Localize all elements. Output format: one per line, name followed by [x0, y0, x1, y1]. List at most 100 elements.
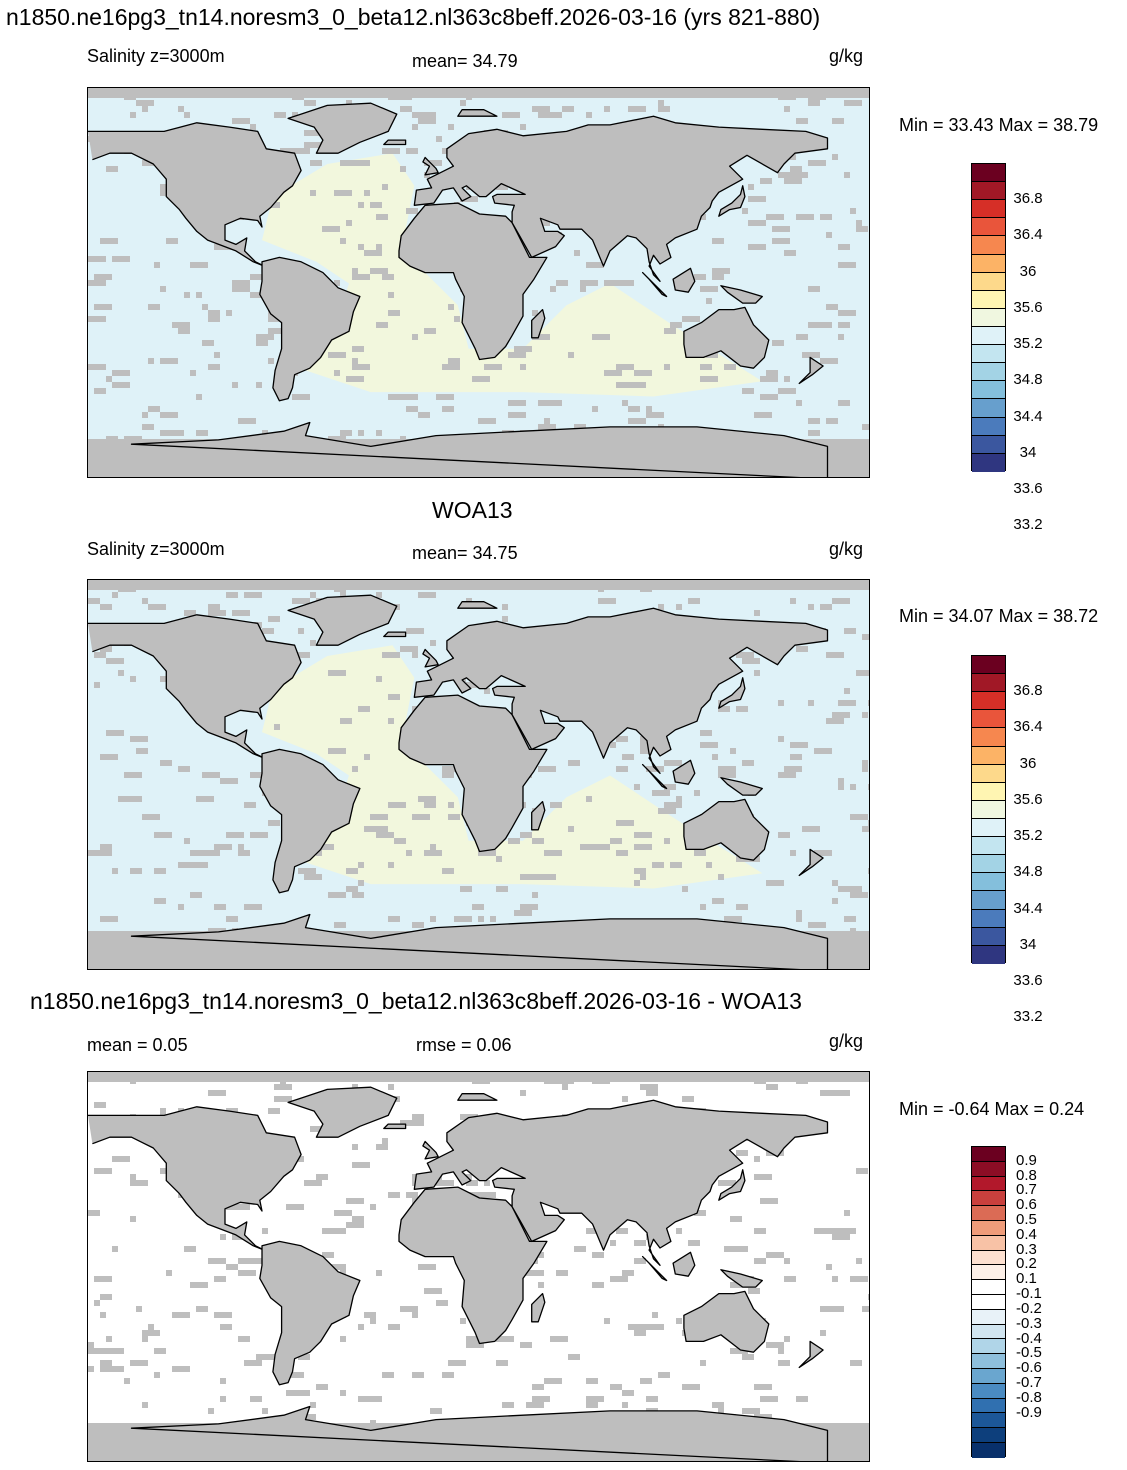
panel2-colorbar: [971, 655, 1006, 964]
colorbar-swatch: [972, 1428, 1005, 1443]
land-greenland: [287, 102, 398, 154]
land-southAmerica: [259, 748, 361, 894]
colorbar-tick-label: 35.2: [1013, 827, 1043, 845]
panel2-mean-label: mean= 34.75: [412, 543, 518, 563]
colorbar-swatch: [972, 909, 1005, 928]
colorbar-swatch: [972, 1280, 1005, 1295]
colorbar-swatch: [972, 1176, 1005, 1192]
land-eurasia: [413, 607, 829, 774]
land-uk: [422, 156, 439, 176]
panel2-title: WOA13: [432, 497, 513, 523]
colorbar-tick-label: 0.8: [1016, 1166, 1037, 1184]
land-greenland: [287, 1086, 398, 1138]
colorbar-tick-label: 0.9: [1016, 1151, 1037, 1169]
colorbar-tick-label: 36.4: [1013, 226, 1043, 244]
land-australia: [683, 1290, 770, 1353]
land-eurasia: [413, 1099, 829, 1266]
land-antarctica: [130, 1405, 829, 1461]
colorbar-swatch: [972, 164, 1005, 183]
land-borneo: [672, 1251, 696, 1277]
colorbar-swatch: [972, 399, 1005, 418]
land-svalbard: [457, 601, 498, 609]
colorbar-swatch: [972, 1442, 1005, 1458]
colorbar-swatch: [972, 818, 1005, 838]
colorbar-tick-label: 0.2: [1016, 1255, 1037, 1273]
colorbar-swatch: [972, 182, 1005, 201]
panel2-minmax-label: Min = 34.07 Max = 38.72: [899, 606, 1099, 626]
land-africa: [398, 1186, 548, 1345]
land-africa: [398, 202, 548, 361]
land-nz: [798, 1340, 824, 1369]
panel3-title: n1850.ne16pg3_tn14.noresm3_0_beta12.nl36…: [30, 988, 802, 1014]
colorbar-swatch: [972, 1161, 1005, 1177]
land-svalbard: [457, 109, 498, 117]
colorbar-tick-label: -0.7: [1016, 1373, 1042, 1391]
colorbar-swatch: [972, 1339, 1005, 1355]
panel3-rmse-label: rmse = 0.06: [416, 1035, 512, 1055]
land-madagascar: [531, 800, 546, 831]
land-australia: [683, 798, 770, 861]
colorbar-tick-label: -0.1: [1016, 1285, 1042, 1303]
colorbar-tick-label: 36.8: [1013, 682, 1043, 700]
colorbar-tick-label: 0.5: [1016, 1211, 1037, 1229]
land-australia: [683, 306, 770, 369]
colorbar-swatch: [972, 236, 1005, 255]
panel1-map-svg: [88, 88, 869, 477]
land-uk: [422, 648, 439, 668]
colorbar-swatch: [972, 1265, 1005, 1281]
colorbar-swatch: [972, 200, 1005, 219]
colorbar-tick-label: 34: [1019, 443, 1037, 461]
colorbar-swatch: [972, 1324, 1005, 1340]
colorbar-swatch: [972, 855, 1005, 874]
colorbar-tick-label: 33.6: [1013, 972, 1043, 990]
colorbar-tick-label: 0.6: [1016, 1196, 1037, 1214]
colorbar-tick-label: 36.8: [1013, 190, 1043, 208]
colorbar-swatch: [972, 1206, 1005, 1221]
panel2-units-label: g/kg: [829, 539, 864, 559]
panel1-units-label: g/kg: [829, 46, 864, 66]
land-newguinea: [720, 777, 763, 796]
colorbar-tick-label: 34.4: [1013, 899, 1043, 917]
panel3-colorbar: [971, 1146, 1006, 1458]
land-sumatra: [641, 271, 668, 298]
panel1-map: [87, 87, 870, 478]
colorbar-swatch: [972, 1235, 1005, 1251]
land-borneo: [672, 267, 696, 293]
panel2-map-svg: [88, 580, 869, 969]
panel3-minmax-label: Min = -0.64 Max = 0.24: [899, 1099, 1085, 1119]
colorbar-swatch: [972, 1413, 1005, 1429]
colorbar-swatch: [972, 381, 1005, 400]
panel3-units-label: g/kg: [829, 1031, 864, 1051]
land-northAmerica: [88, 1106, 302, 1251]
colorbar-tick-label: 34.4: [1013, 407, 1043, 425]
colorbar-tick-label: 36: [1019, 262, 1037, 280]
land-iceland: [383, 1123, 407, 1130]
colorbar-swatch: [972, 927, 1005, 946]
land-sumatra: [641, 1255, 668, 1282]
colorbar-tick-label: -0.3: [1016, 1314, 1042, 1332]
land-nz: [798, 356, 824, 385]
land-masses: [88, 1086, 829, 1461]
colorbar-tick-label: 0.7: [1016, 1181, 1037, 1199]
land-japan: [718, 677, 746, 709]
colorbar-swatch: [972, 345, 1005, 364]
colorbar-tick-label: 35.6: [1013, 790, 1043, 808]
colorbar-swatch: [972, 272, 1005, 291]
land-southAmerica: [259, 1240, 361, 1386]
colorbar-tick-label: -0.8: [1016, 1388, 1042, 1406]
colorbar-swatch: [972, 290, 1005, 309]
land-uk: [422, 1140, 439, 1160]
colorbar-swatch: [972, 782, 1005, 801]
colorbar-tick-label: 0.4: [1016, 1225, 1037, 1243]
colorbar-swatch: [972, 764, 1005, 783]
land-iceland: [383, 139, 407, 146]
colorbar-tick-label: -0.4: [1016, 1329, 1042, 1347]
panel2-map: [87, 579, 870, 970]
colorbar-swatch: [972, 674, 1005, 693]
land-nz: [798, 848, 824, 877]
land-svalbard: [457, 1093, 498, 1101]
land-southAmerica: [259, 256, 361, 402]
colorbar-swatch: [972, 1309, 1005, 1325]
panel3-map: [87, 1071, 870, 1462]
saline-water-region: [262, 1137, 763, 1381]
